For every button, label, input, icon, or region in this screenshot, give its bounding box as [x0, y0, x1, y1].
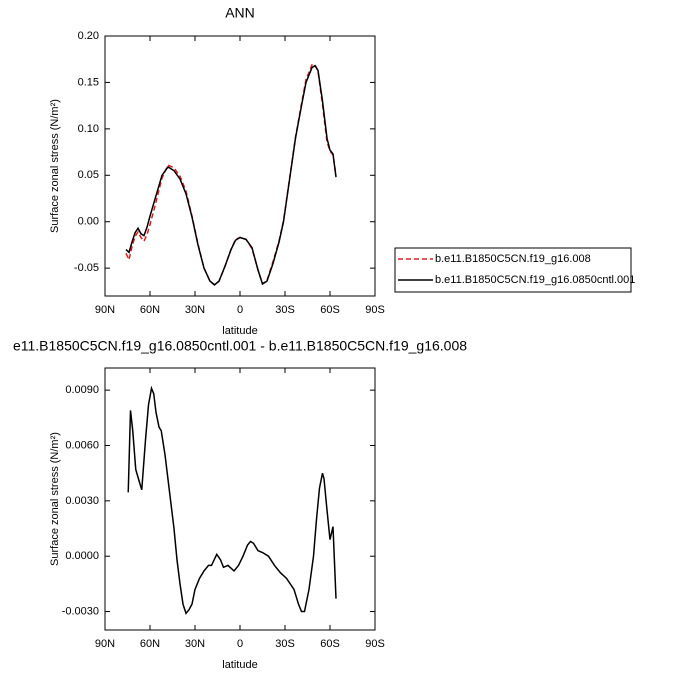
y-axis-label: Surface zonal stress (N/m²) [49, 99, 61, 233]
data-line [125, 64, 337, 286]
chart-title: ANN [225, 5, 255, 21]
data-line [127, 385, 337, 615]
y-tick-label: 0.00 [78, 216, 99, 228]
y-axis-label: Surface zonal stress (N/m²) [49, 432, 61, 566]
y-tick-label: 0.15 [78, 76, 99, 88]
x-tick-label: 30N [185, 638, 205, 650]
chart-title: e11.B1850C5CN.f19_g16.0850cntl.001 - b.e… [13, 338, 467, 354]
y-tick-label: -0.05 [74, 262, 99, 274]
y-tick-label: 0.20 [78, 30, 99, 42]
x-axis-label: latitude [222, 659, 257, 671]
y-tick-label: -0.0030 [62, 605, 99, 617]
x-tick-label: 0 [237, 304, 243, 316]
y-tick-label: 0.0060 [65, 439, 99, 451]
y-tick-label: 0.0030 [65, 495, 99, 507]
x-tick-label: 90S [365, 304, 385, 316]
x-tick-label: 0 [237, 638, 243, 650]
x-tick-label: 30S [275, 638, 295, 650]
x-axis-label: latitude [222, 325, 257, 337]
x-tick-label: 30S [275, 304, 295, 316]
y-tick-label: 0.05 [78, 169, 99, 181]
plot-frame [104, 367, 376, 631]
x-tick-label: 90N [95, 638, 115, 650]
x-tick-label: 60N [140, 304, 160, 316]
data-line [125, 64, 337, 286]
y-tick-label: 0.0090 [65, 384, 99, 396]
x-tick-label: 60S [320, 304, 340, 316]
y-tick-label: 0.10 [78, 123, 99, 135]
x-tick-label: 90S [365, 638, 385, 650]
legend-label: b.e11.B1850C5CN.f19_g16.008 [435, 253, 591, 265]
x-tick-label: 90N [95, 304, 115, 316]
legend-label: b.e11.B1850C5CN.f19_g16.0850cntl.001 [435, 274, 635, 286]
y-tick-label: 0.0000 [65, 550, 99, 562]
x-tick-label: 60N [140, 638, 160, 650]
plot-frame [104, 35, 376, 297]
x-tick-label: 60S [320, 638, 340, 650]
x-tick-label: 30N [185, 304, 205, 316]
legend-box [394, 247, 632, 293]
